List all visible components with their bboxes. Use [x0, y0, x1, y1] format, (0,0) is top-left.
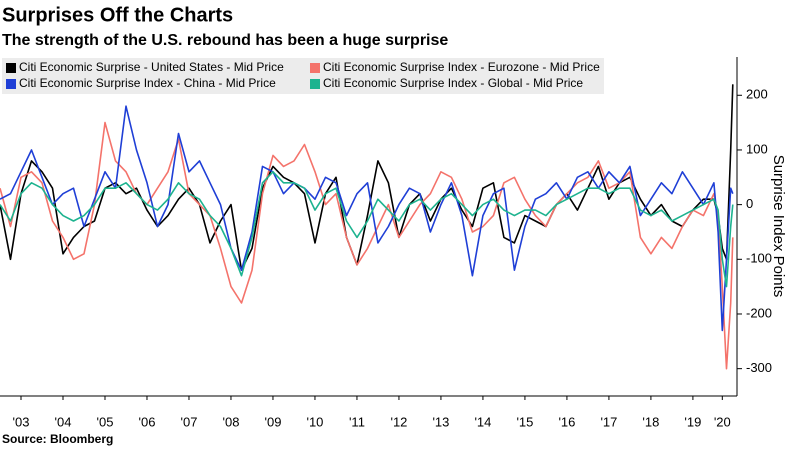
x-tick-label: '06	[139, 414, 156, 429]
series-line	[0, 171, 734, 288]
x-tick-label: '15	[516, 414, 533, 429]
y-tick-label: -200	[746, 305, 772, 320]
y-tick-label: 200	[746, 87, 768, 102]
x-tick-label: '19	[684, 414, 701, 429]
x-tick-label: '05	[97, 414, 114, 429]
y-tick-label: 0	[746, 196, 753, 211]
chart-title: Surprises Off the Charts	[2, 4, 233, 26]
legend-swatch	[310, 79, 320, 89]
x-tick-label: '18	[642, 414, 659, 429]
x-tick-label: '12	[390, 414, 407, 429]
legend-swatch	[6, 79, 16, 89]
x-tick-label: '20	[714, 414, 731, 429]
series-line	[0, 84, 734, 272]
x-tick-label: '13	[432, 414, 449, 429]
legend-swatch	[6, 63, 16, 73]
x-tick-label: '04	[55, 414, 72, 429]
y-axis-title: Surprise Index Points	[770, 155, 787, 298]
x-tick-label: '08	[222, 414, 239, 429]
legend-label: Citi Economic Surprise Index - Global - …	[323, 76, 583, 90]
x-tick-label: '11	[349, 414, 365, 429]
x-tick-label: '10	[306, 414, 323, 429]
x-tick-label: '07	[180, 414, 197, 429]
legend-box	[2, 58, 604, 94]
y-tick-label: -300	[746, 360, 772, 375]
legend-label: Citi Economic Surprise Index - China - M…	[19, 76, 276, 90]
x-tick-label: '14	[474, 414, 491, 429]
x-tick-label: '16	[558, 414, 575, 429]
chart-subtitle: The strength of the U.S. rebound has bee…	[2, 32, 448, 49]
x-tick-label: '03	[13, 414, 30, 429]
y-tick-label: -100	[746, 251, 772, 266]
x-tick-label: '17	[600, 414, 617, 429]
source: Source: Bloomberg	[2, 432, 113, 446]
legend-swatch	[310, 63, 320, 73]
y-tick-label: 100	[746, 141, 768, 156]
series-line	[0, 121, 734, 370]
legend-label: Citi Economic Surprise - United States -…	[19, 60, 284, 74]
legend-label: Citi Economic Surprise Index - Eurozone …	[323, 60, 600, 74]
x-tick-label: '09	[264, 414, 281, 429]
